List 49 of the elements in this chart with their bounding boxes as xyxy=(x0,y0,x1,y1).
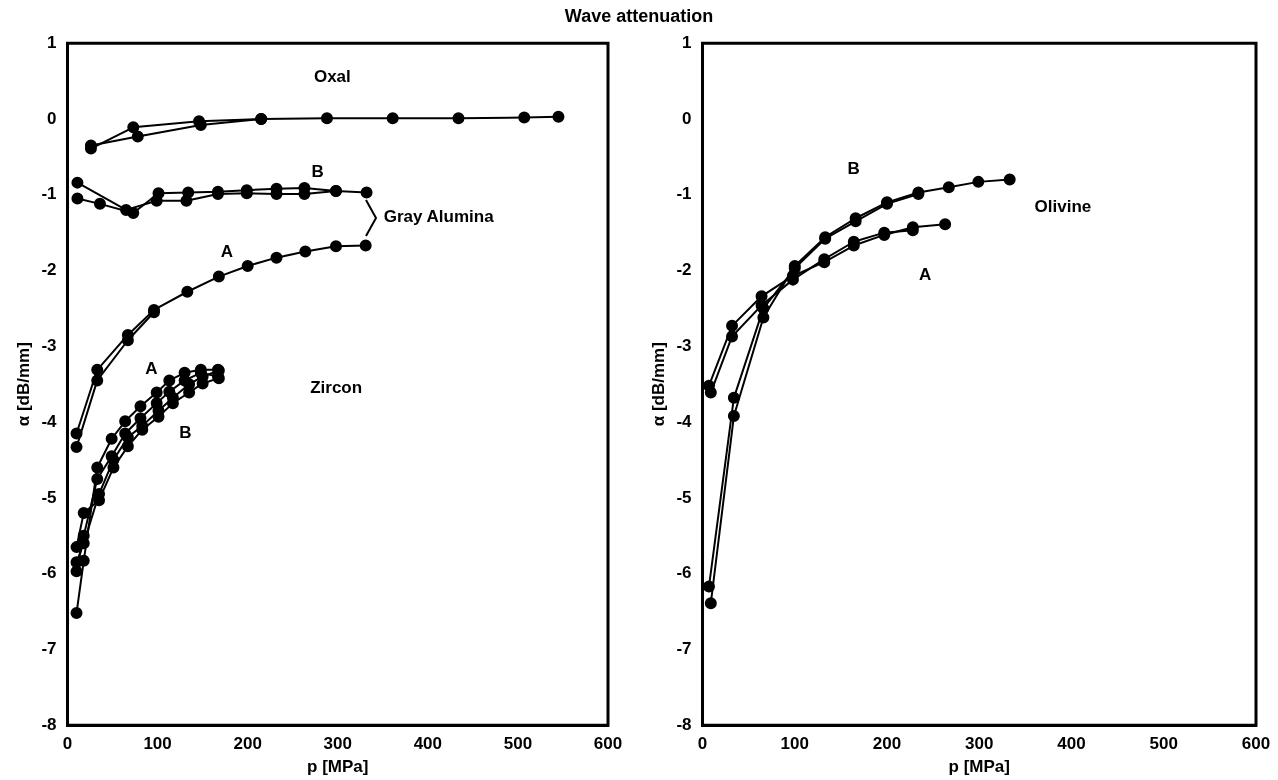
annotation: Oxal xyxy=(313,66,351,86)
y-tick-label: -2 xyxy=(41,260,57,280)
y-tick-label: -6 xyxy=(41,563,57,583)
x-tick-label: 200 xyxy=(233,734,262,754)
x-tick-label: 0 xyxy=(697,734,708,754)
y-tick-label: -7 xyxy=(676,639,692,659)
y-tick-label: -6 xyxy=(676,563,692,583)
x-tick-label: 500 xyxy=(1149,734,1178,754)
annotation: Zircon xyxy=(310,377,363,397)
x-tick-label: 400 xyxy=(1057,734,1086,754)
y-axis-title: α [dB/mm] xyxy=(648,342,668,427)
y-tick-label: -5 xyxy=(41,487,57,507)
chart-title: Wave attenuation xyxy=(563,6,715,27)
x-axis-title: p [MPa] xyxy=(948,757,1010,777)
y-tick-label: 0 xyxy=(682,108,692,128)
x-tick-label: 600 xyxy=(593,734,623,754)
y-tick-label: -2 xyxy=(676,260,692,280)
x-tick-label: 200 xyxy=(872,734,902,754)
y-tick-label: -4 xyxy=(676,411,693,431)
annotation: A xyxy=(220,241,234,261)
y-tick-label: -3 xyxy=(676,336,692,355)
y-tick-label: -5 xyxy=(676,487,692,507)
y-tick-label: -3 xyxy=(41,336,57,355)
x-tick-label: 400 xyxy=(413,734,443,754)
annotation: B xyxy=(847,159,860,179)
x-tick-label: 500 xyxy=(503,734,533,754)
y-tick-label: -1 xyxy=(41,184,57,204)
y-tick-label: 0 xyxy=(47,108,57,128)
x-tick-label: 300 xyxy=(965,734,994,754)
y-tick-label: 1 xyxy=(682,32,692,52)
x-axis-title: p [MPa] xyxy=(307,757,369,777)
y-tick-label: -4 xyxy=(41,411,58,431)
annotation: Olivine xyxy=(1034,197,1092,217)
y-tick-label: -8 xyxy=(41,714,57,734)
x-tick-label: 100 xyxy=(780,734,809,754)
x-tick-label: 0 xyxy=(62,734,73,754)
annotation: B xyxy=(311,161,324,181)
x-tick-label: 300 xyxy=(323,734,352,754)
annotation: B xyxy=(179,422,192,442)
y-tick-label: 1 xyxy=(47,32,57,52)
annotation: A xyxy=(918,265,932,285)
y-tick-label: -1 xyxy=(676,184,692,204)
y-axis-title: α [dB/mm] xyxy=(13,342,33,427)
x-tick-label: 100 xyxy=(143,734,172,754)
x-tick-label: 600 xyxy=(1241,734,1271,754)
y-tick-label: -8 xyxy=(676,714,692,734)
annotation: Gray Alumina xyxy=(383,207,495,227)
y-tick-label: -7 xyxy=(41,639,57,659)
annotation: A xyxy=(145,358,158,378)
